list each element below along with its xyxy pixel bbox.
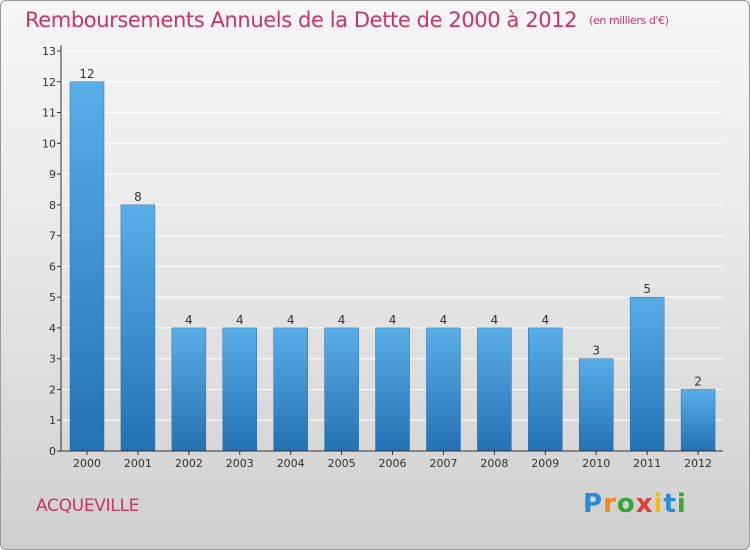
y-tick-label: 9 — [49, 168, 56, 181]
bar-2012 — [680, 389, 716, 452]
data-label: 12 — [79, 67, 94, 81]
bar-2004 — [273, 327, 308, 452]
chart-unit: (en milliers d'€) — [589, 14, 669, 27]
logo-letter: r — [603, 489, 617, 519]
data-label: 4 — [389, 313, 397, 327]
data-label: 4 — [185, 313, 193, 327]
y-tick-label: 3 — [49, 353, 56, 366]
bar-2000 — [69, 81, 105, 452]
x-tick-label: 2011 — [633, 457, 661, 470]
bar-2003 — [222, 327, 258, 452]
bar-2006 — [375, 327, 410, 452]
logo-letter: o — [616, 489, 636, 519]
data-label: 4 — [338, 313, 346, 327]
y-tick-label: 0 — [49, 445, 56, 458]
x-tick-label: 2010 — [582, 457, 610, 470]
labels: 0123456789101112131220008200142002420034… — [42, 45, 712, 470]
data-label: 4 — [440, 313, 448, 327]
logo-letter: i — [676, 489, 687, 519]
axes — [57, 45, 723, 455]
bar-2001 — [120, 204, 156, 452]
chart-title: Remboursements Annuels de la Dette de 20… — [25, 8, 669, 32]
x-tick-label: 2012 — [684, 457, 712, 470]
x-tick-label: 2003 — [226, 457, 254, 470]
x-tick-label: 2007 — [429, 457, 457, 470]
x-tick-label: 2004 — [277, 457, 305, 470]
y-tick-label: 4 — [49, 322, 56, 335]
data-label: 4 — [287, 313, 295, 327]
x-tick-label: 2006 — [379, 457, 407, 470]
bar-2009 — [528, 327, 563, 452]
data-label: 2 — [694, 374, 702, 388]
logo-letter: P — [583, 489, 604, 519]
data-label: 4 — [236, 313, 244, 327]
y-tick-label: 8 — [49, 199, 56, 212]
data-label: 3 — [592, 344, 600, 358]
x-tick-label: 2001 — [124, 457, 152, 470]
x-tick-label: 2005 — [328, 457, 356, 470]
bar-2007 — [426, 327, 461, 452]
y-tick-label: 5 — [49, 291, 56, 304]
y-tick-label: 11 — [42, 107, 56, 120]
bars — [69, 81, 716, 452]
chart-title-text: Remboursements Annuels de la Dette de 20… — [25, 8, 578, 32]
proxiti-logo: Proxiti — [583, 489, 687, 519]
y-tick-label: 1 — [49, 414, 56, 427]
x-tick-label: 2008 — [480, 457, 508, 470]
x-tick-label: 2000 — [73, 457, 101, 470]
bar-2008 — [477, 327, 512, 452]
x-tick-label: 2002 — [175, 457, 203, 470]
y-tick-label: 2 — [49, 383, 56, 396]
data-label: 8 — [134, 190, 142, 204]
y-tick-label: 13 — [42, 45, 56, 58]
commune-name: ACQUEVILLE — [36, 496, 140, 516]
y-tick-label: 7 — [49, 230, 56, 243]
y-tick-label: 6 — [49, 260, 56, 273]
bar-2011 — [629, 296, 665, 452]
bar-2010 — [578, 358, 614, 452]
data-label: 4 — [541, 313, 549, 327]
y-tick-label: 12 — [42, 76, 56, 89]
bar-2002 — [171, 327, 207, 452]
y-tick-label: 10 — [42, 137, 56, 150]
data-label: 4 — [491, 313, 499, 327]
bar-2005 — [324, 327, 359, 452]
logo-letter: i — [653, 489, 664, 519]
logo-letter: x — [635, 489, 654, 519]
x-tick-label: 2009 — [531, 457, 559, 470]
logo-letter: t — [663, 489, 677, 519]
data-label: 5 — [643, 282, 651, 296]
